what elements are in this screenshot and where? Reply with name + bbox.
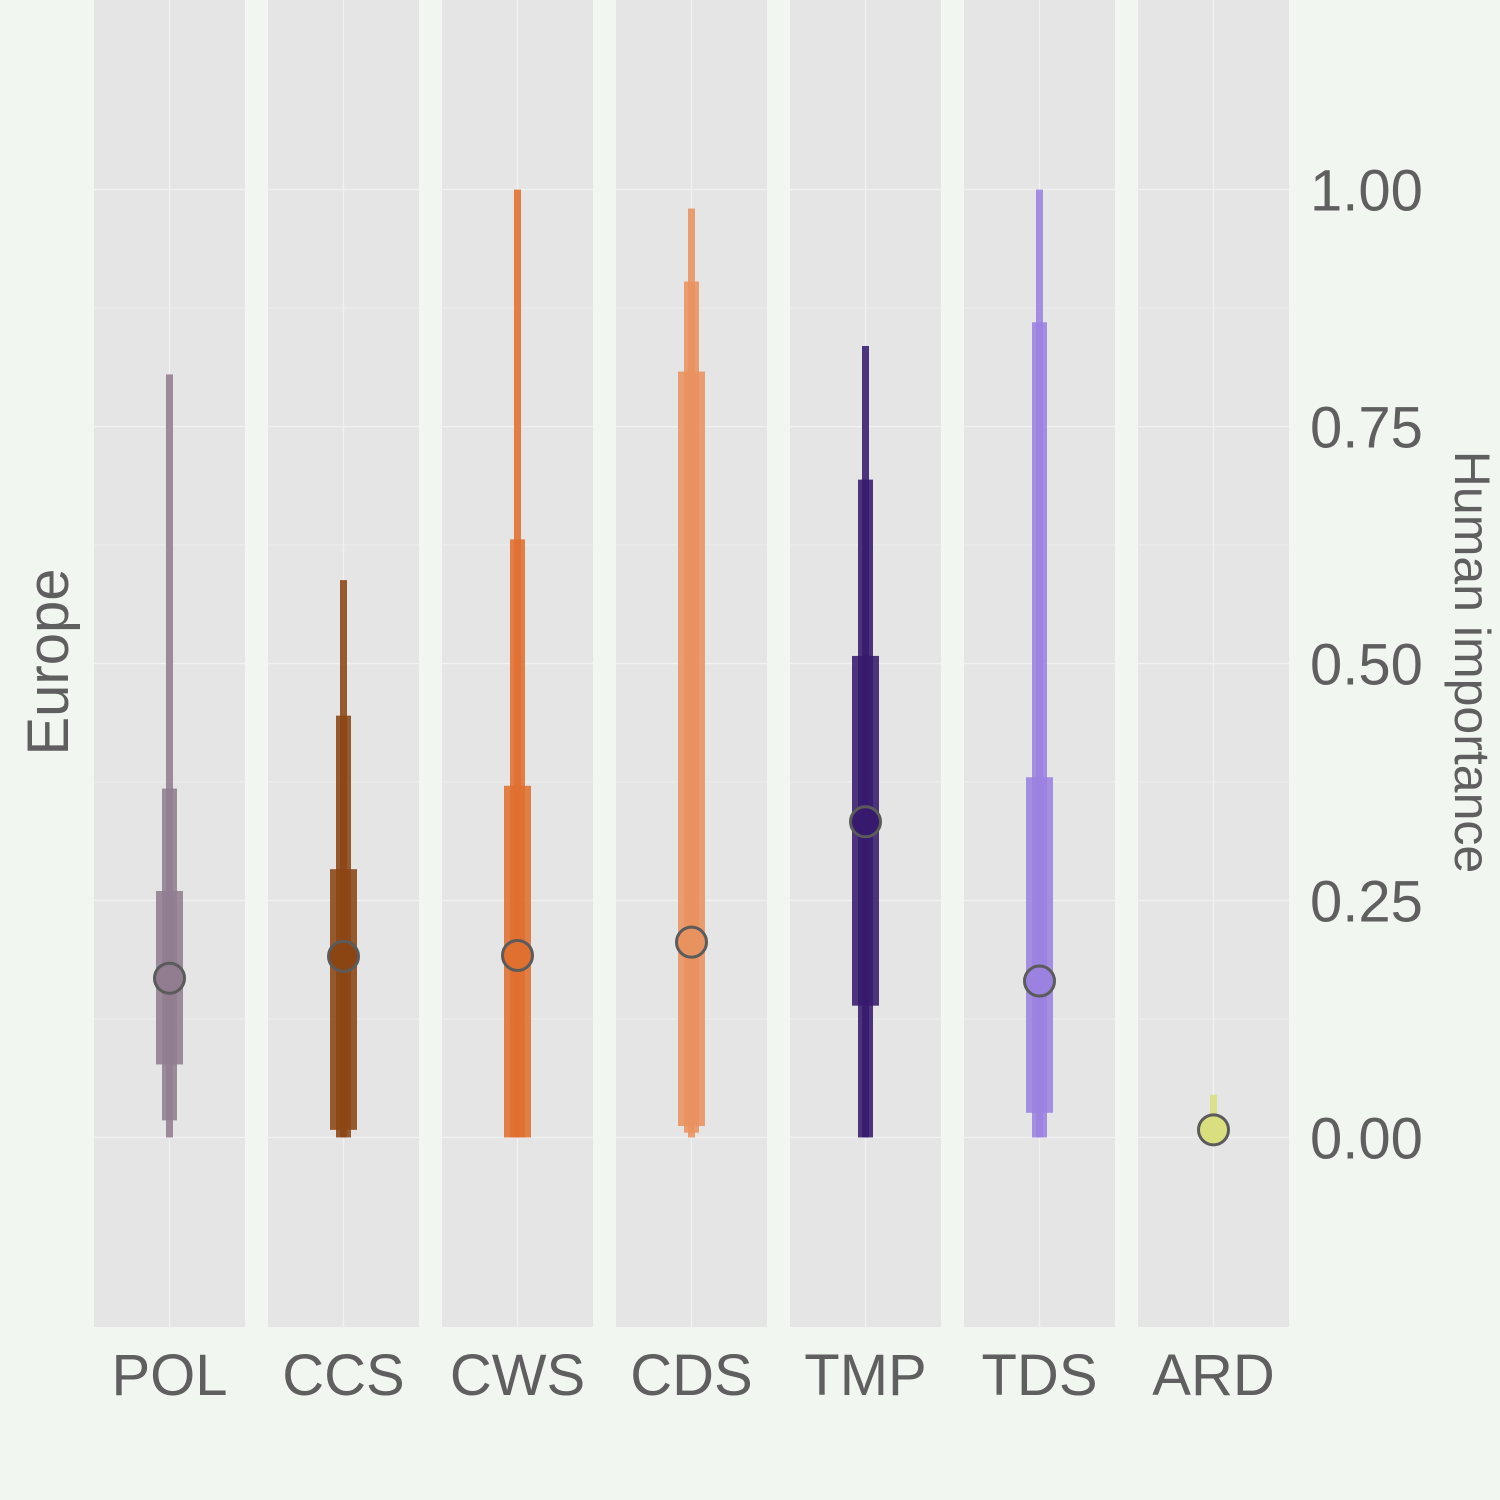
y-axis: 0.00 0.25 0.50 0.75 1.00 — [1310, 159, 1423, 1172]
y-tick-label: 0.50 — [1310, 633, 1423, 698]
x-tick-label-tds: TDS — [982, 1343, 1098, 1408]
median-point-tds — [1023, 964, 1056, 998]
x-tick-label-tmp: TMP — [804, 1343, 926, 1408]
data-marks — [153, 189, 1230, 1147]
median-point-cds — [675, 925, 708, 959]
x-axis: POL CCS CWS CDS TMP TDS ARD — [111, 1343, 1274, 1408]
x-tick-label-cws: CWS — [450, 1343, 585, 1408]
x-tick-label-cds: CDS — [630, 1343, 752, 1408]
inner-interval-ccs — [330, 869, 357, 1130]
median-point-ard — [1197, 1113, 1230, 1147]
y-tick-label: 0.75 — [1310, 396, 1423, 461]
outer-interval-pol — [166, 374, 173, 1138]
x-tick-label-pol: POL — [111, 1343, 227, 1408]
x-tick-label-ccs: CCS — [282, 1343, 404, 1408]
y-axis-title: Human importance — [1444, 451, 1500, 873]
median-point-pol — [153, 961, 186, 995]
y-tick-label: 0.25 — [1310, 869, 1423, 934]
median-point-cws — [501, 938, 534, 972]
inner-interval-cds — [678, 371, 705, 1127]
median-point-tmp — [849, 805, 882, 839]
median-point-ccs — [327, 939, 360, 973]
y-tick-label: 1.00 — [1310, 159, 1423, 224]
panel-label: Europe — [16, 568, 81, 755]
y-tick-label: 0.00 — [1310, 1106, 1423, 1171]
x-tick-label-ard: ARD — [1152, 1343, 1274, 1408]
inner-interval-tds — [1026, 777, 1053, 1113]
